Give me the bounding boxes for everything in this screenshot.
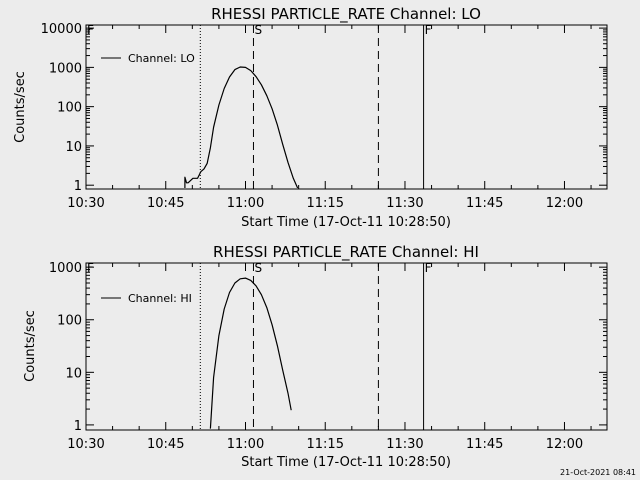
x-tick-label: 10:45 [147, 437, 184, 452]
x-tick-label: 10:30 [67, 437, 104, 452]
x-tick-label: 11:15 [307, 437, 344, 452]
marker-label: S [254, 261, 262, 275]
y-tick-label: 1000 [49, 261, 82, 276]
chart-title: RHESSI PARTICLE_RATE Channel: HI [213, 243, 479, 262]
y-axis-label: Counts/sec [23, 310, 38, 382]
x-tick-label: 12:00 [546, 437, 583, 452]
x-tick-label: 12:00 [546, 196, 583, 211]
y-tick-label: 10 [65, 140, 82, 155]
x-tick-label: 11:00 [227, 437, 264, 452]
x-axis-label: Start Time (17-Oct-11 10:28:50) [241, 455, 451, 470]
y-tick-label: 1000 [49, 61, 82, 76]
series-line [209, 277, 292, 429]
y-tick-label: 100 [57, 101, 82, 116]
y-tick-label: 10000 [41, 22, 82, 37]
legend-entry: Channel: LO [128, 52, 195, 65]
chart-marks: 10:30 10:45 11:00 11:15 11:30 11:45 12:00 1 10 10… [49, 261, 607, 452]
x-tick-label: 11:30 [386, 437, 423, 452]
x-tick-label: 11:30 [386, 196, 423, 211]
chart-title: RHESSI PARTICLE_RATE Channel: LO [211, 5, 481, 24]
x-tick-label: 11:15 [307, 196, 344, 211]
legend-entry: Channel: HI [128, 292, 192, 305]
chart-panel-lo: RHESSI PARTICLE_RATE Channel: LO Counts/… [13, 5, 608, 230]
footer-timestamp: 21-Oct-2021 08:41 [560, 468, 636, 477]
y-tick-label: 1 [74, 419, 82, 434]
plot-frame [85, 262, 608, 431]
x-tick-label: 11:45 [466, 437, 503, 452]
marker-label: F [425, 261, 432, 275]
x-tick-label: 10:30 [67, 196, 104, 211]
marker-label: F [87, 261, 94, 275]
marker-label: S [254, 23, 262, 37]
y-tick-label: 1 [74, 179, 82, 194]
y-axis-label: Counts/sec [13, 71, 28, 143]
plot-frame [85, 24, 608, 190]
chart-panel-hi: RHESSI PARTICLE_RATE Channel: HI Counts/… [23, 243, 608, 470]
x-tick-label: 11:45 [466, 196, 503, 211]
series-line [184, 66, 299, 189]
chart-marks: 10:30 10:45 11:00 11:15 11:30 11:45 12:00 1 10 10… [41, 22, 607, 211]
x-tick-label: 10:45 [147, 196, 184, 211]
marker-label: F [87, 23, 94, 37]
x-tick-label: 11:00 [227, 196, 264, 211]
x-axis-label: Start Time (17-Oct-11 10:28:50) [241, 215, 451, 230]
marker-label: F [425, 23, 432, 37]
y-tick-label: 100 [57, 314, 82, 329]
y-tick-label: 10 [65, 366, 82, 381]
